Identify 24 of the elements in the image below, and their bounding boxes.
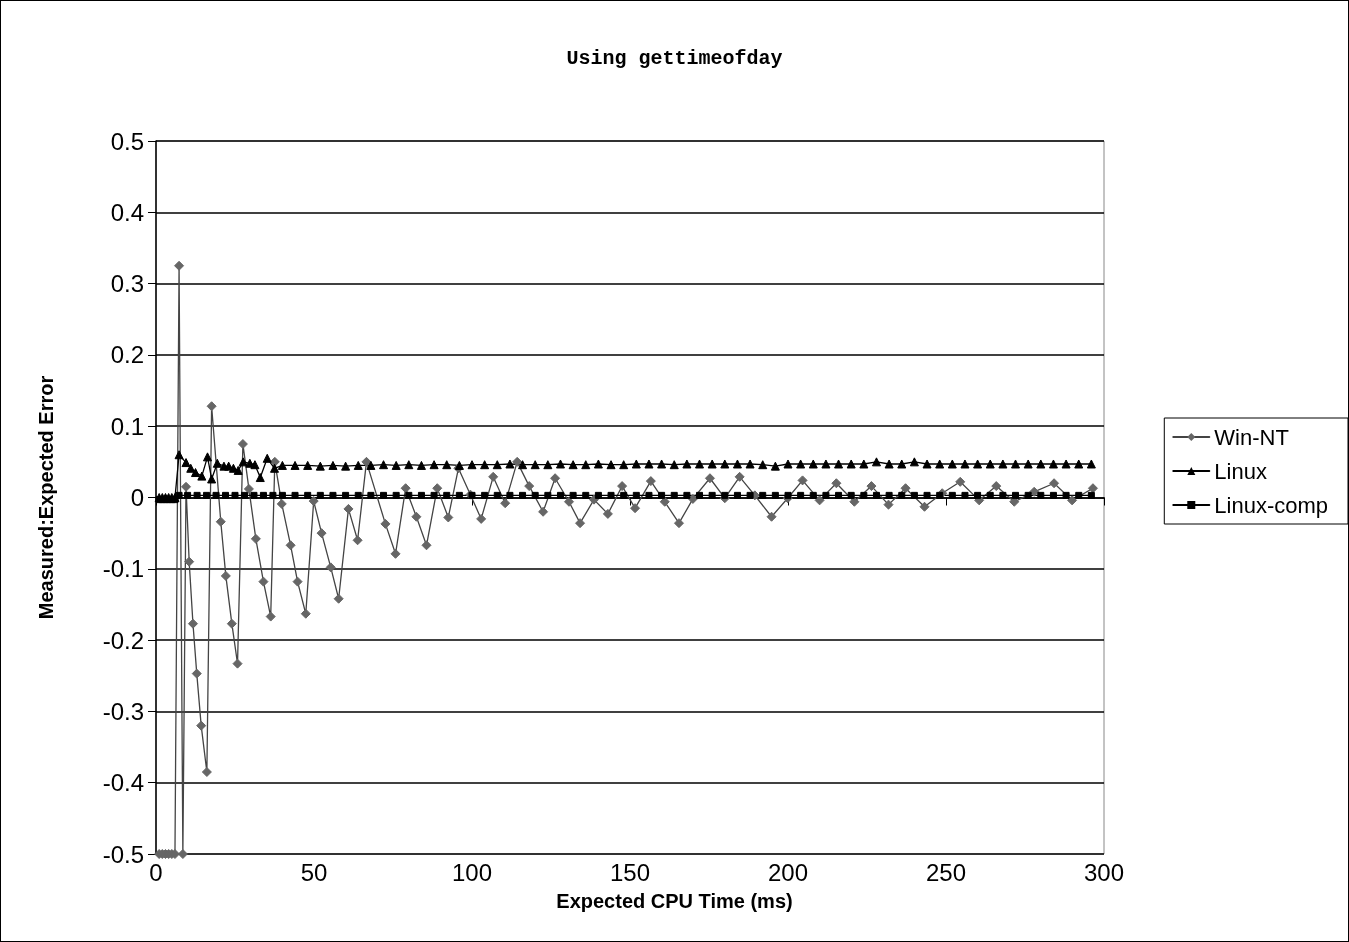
legend-label: Win-NT bbox=[1214, 424, 1289, 450]
y-tick-label: -0.2 bbox=[102, 626, 144, 654]
x-tick-label: 0 bbox=[149, 858, 163, 886]
y-tick-label: 0.3 bbox=[110, 270, 144, 298]
x-tick-label: 200 bbox=[767, 858, 809, 886]
y-tick-label: 0.5 bbox=[110, 127, 144, 155]
legend-label: Linux bbox=[1214, 458, 1267, 484]
x-tick-label: 150 bbox=[609, 858, 651, 886]
y-axis-title: Measured:Expected Error bbox=[35, 375, 57, 620]
y-tick-label: 0 bbox=[130, 484, 144, 511]
y-tick-label: 0.2 bbox=[110, 341, 144, 369]
legend-label: Linux-comp bbox=[1214, 492, 1328, 518]
y-tick-label: -0.1 bbox=[102, 555, 144, 583]
y-tick-label: -0.4 bbox=[102, 769, 144, 797]
y-tick-label: -0.5 bbox=[102, 840, 144, 868]
x-tick-label: 250 bbox=[925, 858, 967, 886]
y-tick-label: -0.3 bbox=[102, 697, 144, 725]
y-tick-label: 0.4 bbox=[110, 198, 144, 226]
x-tick-label: 300 bbox=[1083, 858, 1125, 886]
x-axis-title: Expected CPU Time (ms) bbox=[556, 890, 793, 912]
chart-title: Using gettimeofday bbox=[566, 46, 783, 70]
x-tick-label: 50 bbox=[300, 858, 328, 886]
y-tick-label: 0.1 bbox=[110, 412, 144, 440]
x-tick-label: 100 bbox=[451, 858, 493, 886]
